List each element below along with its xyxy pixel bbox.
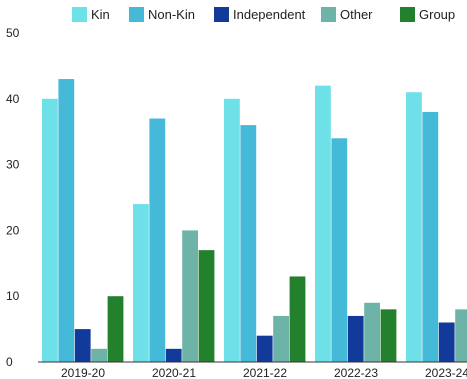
legend-label: Other <box>340 7 373 22</box>
bar-independent-2020-21 <box>165 348 182 362</box>
y-axis: 0 10 20 30 40 50 <box>6 26 20 369</box>
legend-item-kin: Kin <box>72 7 110 22</box>
bar-non-kin-2019-20 <box>58 79 75 362</box>
y-tick-label: 50 <box>6 26 20 40</box>
x-tick-label: 2021-22 <box>243 366 287 379</box>
bar-other-2022-23 <box>364 302 380 362</box>
bar-other-2019-20 <box>91 348 107 362</box>
bar-independent-2022-23 <box>347 315 364 362</box>
bar-group-2019-20 <box>107 296 124 362</box>
y-tick-label: 0 <box>6 355 13 369</box>
legend-item-group: Group <box>400 7 455 22</box>
legend: Kin Non-Kin Independent Other Group <box>72 7 455 22</box>
legend-label: Group <box>419 7 455 22</box>
bar-kin-2023-24 <box>406 92 422 362</box>
bar-kin-2021-22 <box>224 98 240 363</box>
bar-independent-2023-24 <box>438 322 455 362</box>
legend-label: Non-Kin <box>148 7 195 22</box>
legend-swatch <box>72 7 87 22</box>
y-tick-label: 20 <box>6 223 20 237</box>
bar-non-kin-2023-24 <box>422 111 439 363</box>
x-tick-label: 2020-21 <box>152 366 196 379</box>
bar-group-2021-22 <box>289 276 306 362</box>
x-axis: 2019-20 2020-21 2021-22 2022-23 2023-24 <box>61 366 467 379</box>
legend-label: Independent <box>233 7 306 22</box>
bar-group-2020-21 <box>198 250 215 362</box>
bar-kin-2019-20 <box>42 98 58 363</box>
x-tick-label: 2023-24 <box>425 366 467 379</box>
legend-swatch <box>214 7 229 22</box>
bar-independent-2019-20 <box>74 329 91 362</box>
bar-other-2020-21 <box>182 230 198 362</box>
legend-item-non-kin: Non-Kin <box>129 7 195 22</box>
y-tick-label: 10 <box>6 289 20 303</box>
x-tick-label: 2022-23 <box>334 366 378 379</box>
x-tick-label: 2019-20 <box>61 366 105 379</box>
bar-other-2021-22 <box>273 315 289 362</box>
bar-non-kin-2022-23 <box>331 138 348 362</box>
legend-swatch <box>129 7 144 22</box>
bar-non-kin-2021-22 <box>240 125 257 363</box>
legend-swatch <box>400 7 415 22</box>
bar-group-2022-23 <box>380 309 397 362</box>
bar-kin-2022-23 <box>315 85 331 362</box>
bar-other-2023-24 <box>455 309 467 362</box>
bars <box>42 79 467 363</box>
legend-item-independent: Independent <box>214 7 306 22</box>
y-tick-label: 30 <box>6 158 20 172</box>
bar-independent-2021-22 <box>256 335 273 362</box>
bar-non-kin-2020-21 <box>149 118 166 362</box>
y-tick-label: 40 <box>6 92 20 106</box>
legend-label: Kin <box>91 7 110 22</box>
bar-kin-2020-21 <box>133 204 149 362</box>
legend-item-other: Other <box>321 7 373 22</box>
legend-swatch <box>321 7 336 22</box>
